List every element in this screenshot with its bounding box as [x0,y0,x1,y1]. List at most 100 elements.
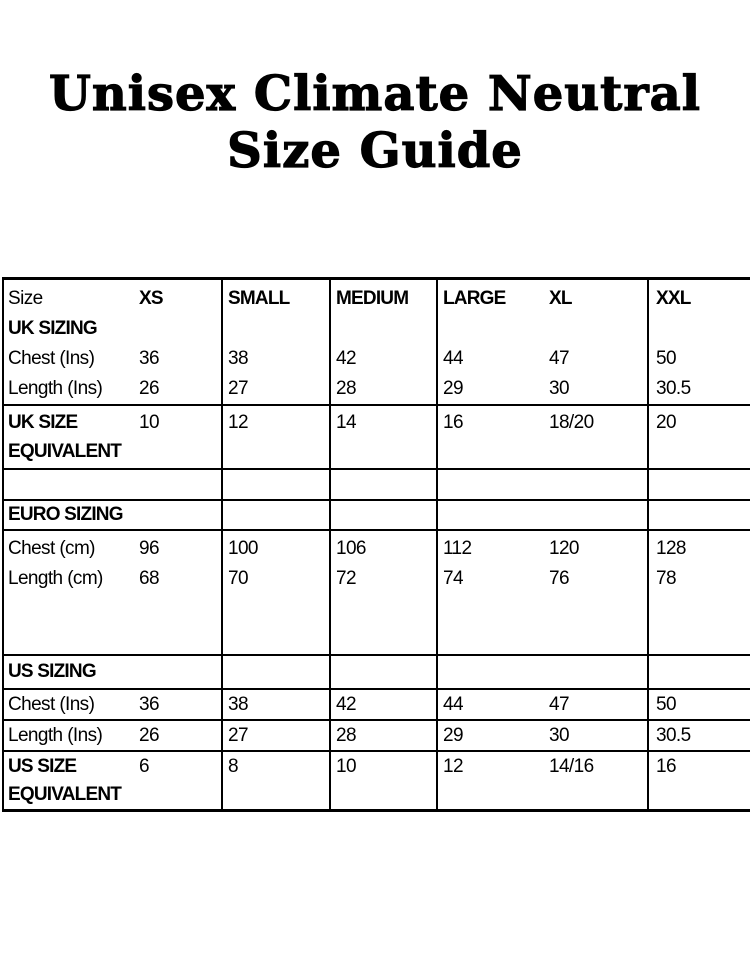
uk-sizing-heading: UK SIZING [8,318,98,339]
uk-chest-xxl: 50 [656,348,677,369]
cell-labels-xs: US SIZE 6 EQUIVALENT [4,752,221,809]
uk-length-xl: 30 [549,378,570,399]
us-equivalent-label-line1: US SIZE [8,756,77,777]
euro-length-large: 74 [443,568,464,589]
col-header-medium: MEDIUM [336,288,409,309]
cell-medium: 42 [329,690,436,719]
col-header-large: LARGE [443,288,506,309]
col-header-xxl: XXL [656,288,691,309]
us-length-row: Length (Ins) 26 27 28 29 30 30.5 [4,719,750,750]
us-equivalent-xs: 6 [139,756,150,777]
cell-large-xl: 112 120 74 76 [436,531,647,654]
col-header-small: SMALL [228,288,290,309]
cell-large-xl: 12 14/16 [436,752,647,809]
cell-small: 27 [221,721,329,750]
col-header-xl: XL [549,288,572,309]
uk-length-label: Length (Ins) [8,378,103,399]
uk-chest-large: 44 [443,348,464,369]
uk-chest-label: Chest (Ins) [8,348,95,369]
empty-cell [647,656,750,688]
cell-medium: MEDIUM 42 28 [329,280,436,404]
uk-length-medium: 28 [336,378,357,399]
euro-length-small: 70 [228,568,249,589]
euro-chest-xs: 96 [139,538,160,559]
empty-cell [647,470,750,499]
us-length-xxl: 30.5 [656,725,691,746]
page-title-line1: Unisex Climate Neutral [48,65,701,122]
cell-large-xl: LARGE XL 44 47 29 30 [436,280,647,404]
cell-small: 8 [221,752,329,809]
empty-cell [221,501,329,529]
empty-cell [436,656,647,688]
cell-large-xl: 29 30 [436,721,647,750]
euro-length-xxl: 78 [656,568,677,589]
cell-xxl: 16 [647,752,750,809]
us-equivalent-xxl: 16 [656,756,677,777]
empty-cell [329,656,436,688]
empty-cell [4,470,221,499]
us-equivalent-large: 12 [443,756,464,777]
empty-row [4,468,750,499]
cell-small: 100 70 [221,531,329,654]
us-chest-row: Chest (Ins) 36 38 42 44 47 50 [4,688,750,719]
uk-equivalent-xs: 10 [139,412,160,433]
cell-medium: 28 [329,721,436,750]
uk-equivalent-xxl: 20 [656,412,677,433]
us-equivalent-label-line2: EQUIVALENT [8,784,122,805]
cell-labels-xs: UK SIZE 10 EQUIVALENT [4,406,221,468]
uk-length-large: 29 [443,378,464,399]
euro-chest-medium: 106 [336,538,367,559]
euro-length-xs: 68 [139,568,160,589]
uk-equivalent-small: 12 [228,412,249,433]
uk-length-small: 27 [228,378,249,399]
us-chest-xxl: 50 [656,694,677,715]
euro-sizing-heading: EURO SIZING [8,504,124,525]
cell-xxl: XXL 50 30.5 [647,280,750,404]
uk-length-xs: 26 [139,378,160,399]
cell-labels-xs: Length (Ins) 26 [4,721,221,750]
us-sizing-heading: US SIZING [8,661,97,682]
us-length-medium: 28 [336,725,357,746]
uk-sizing-block: Size XS UK SIZING Chest (Ins) 36 Length … [4,277,750,404]
euro-chest-label: Chest (cm) [8,538,96,559]
euro-length-xl: 76 [549,568,570,589]
empty-cell [329,470,436,499]
uk-chest-xl: 47 [549,348,570,369]
us-length-xs: 26 [139,725,160,746]
us-chest-xl: 47 [549,694,570,715]
cell-xxl: 128 78 [647,531,750,654]
us-size-equivalent-row: US SIZE 6 EQUIVALENT 8 10 12 14/16 16 [4,750,750,812]
us-equivalent-medium: 10 [336,756,357,777]
uk-chest-medium: 42 [336,348,357,369]
uk-size-equivalent-row: UK SIZE 10 EQUIVALENT 12 14 16 18/20 20 [4,404,750,468]
us-length-small: 27 [228,725,249,746]
uk-length-xxl: 30.5 [656,378,691,399]
col-header-xs: XS [139,288,164,309]
size-guide-table: Size XS UK SIZING Chest (Ins) 36 Length … [2,277,750,812]
cell-small: 12 [221,406,329,468]
cell-labels-xs: EURO SIZING [4,501,221,529]
uk-equivalent-large: 16 [443,412,464,433]
euro-chest-small: 100 [228,538,259,559]
us-chest-medium: 42 [336,694,357,715]
size-header-label: Size [8,288,43,309]
uk-chest-small: 38 [228,348,249,369]
us-sizing-heading-row: US SIZING [4,654,750,688]
cell-labels-xs: Chest (Ins) 36 [4,690,221,719]
uk-chest-xs: 36 [139,348,160,369]
cell-medium: 10 [329,752,436,809]
us-length-large: 29 [443,725,464,746]
cell-small: 38 [221,690,329,719]
us-equivalent-xl: 14/16 [549,756,594,777]
cell-labels-xs: Chest (cm) 96 Length (cm) 68 [4,531,221,654]
euro-length-label: Length (cm) [8,568,103,589]
empty-cell [436,470,647,499]
us-length-xl: 30 [549,725,570,746]
empty-cell [221,470,329,499]
uk-equivalent-medium: 14 [336,412,357,433]
uk-equivalent-xl: 18/20 [549,412,594,433]
empty-cell [329,501,436,529]
cell-labels-xs: Size XS UK SIZING Chest (Ins) 36 Length … [4,280,221,404]
euro-sizing-heading-row: EURO SIZING [4,499,750,529]
uk-equivalent-label-line2: EQUIVALENT [8,441,122,462]
